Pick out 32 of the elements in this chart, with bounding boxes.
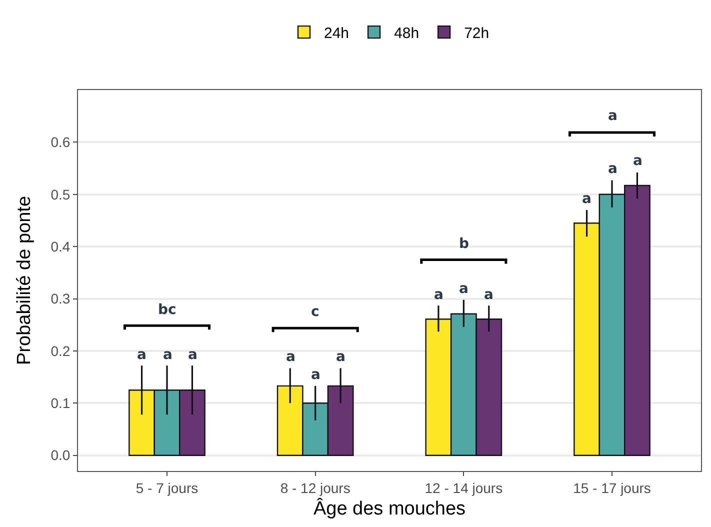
- x-tick-label: 5 - 7 jours: [136, 480, 198, 496]
- annotation: bc: [158, 302, 176, 318]
- data-label: a: [633, 153, 642, 169]
- data-label: a: [311, 367, 320, 383]
- data-label: a: [137, 347, 146, 363]
- data-label: a: [188, 347, 198, 363]
- legend-label: 24h: [324, 24, 350, 42]
- data-label: a: [582, 191, 592, 207]
- x-tick-label: 15 - 17 jours: [573, 480, 651, 496]
- annotation: c: [311, 304, 320, 320]
- y-tick-label: 0.1: [50, 395, 70, 412]
- data-label: a: [459, 281, 468, 297]
- data-label: a: [608, 161, 618, 177]
- y-tick-label: 0.3: [50, 290, 70, 307]
- y-tick-label: 0.6: [50, 134, 70, 150]
- data-label: a: [434, 287, 444, 303]
- data-label: a: [286, 349, 296, 365]
- x-tick-label: 12 - 14 jours: [424, 480, 503, 496]
- y-tick-label: 0.5: [50, 186, 70, 202]
- annotation: b: [459, 236, 470, 252]
- legend-label: 48h: [394, 24, 420, 42]
- y-tick-label: 0.0: [50, 447, 70, 464]
- data-label: a: [484, 287, 494, 303]
- y-axis-title: Probabilité de ponte: [14, 196, 35, 366]
- legend-label: 72h: [464, 24, 490, 42]
- x-tick-label: 8 - 12 jours: [280, 480, 350, 496]
- y-tick-label: 0.2: [50, 342, 70, 359]
- annotation: a: [608, 108, 618, 124]
- data-label: a: [163, 347, 172, 363]
- x-axis-title: Âge des mouches: [313, 498, 466, 520]
- y-tick-label: 0.4: [50, 238, 70, 254]
- data-label: a: [336, 349, 346, 365]
